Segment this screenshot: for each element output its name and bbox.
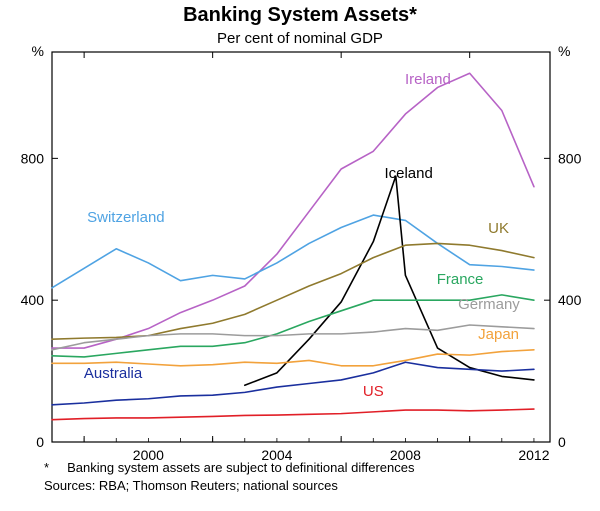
chart-container: Banking System Assets* Per cent of nomin…: [0, 0, 600, 511]
y-tick-left: 0: [36, 434, 44, 450]
series-label-switzerland: Switzerland: [87, 209, 165, 226]
series-label-japan: Japan: [478, 326, 519, 343]
series-label-france: France: [437, 271, 484, 288]
series-label-ireland: Ireland: [405, 71, 451, 88]
x-tick: 2012: [518, 447, 549, 463]
series-label-uk: UK: [488, 220, 509, 237]
y-tick-right: 0: [558, 434, 566, 450]
y-tick-right: 800: [558, 150, 582, 166]
footnote-marker: *: [44, 460, 49, 475]
footnote-line: * Banking system assets are subject to d…: [44, 460, 414, 475]
series-iceland: [245, 176, 534, 385]
series-label-germany: Germany: [458, 296, 520, 313]
y-tick-left: 800: [21, 150, 45, 166]
series-us: [52, 409, 534, 420]
series-uk: [52, 243, 534, 339]
y-unit-right: %: [558, 43, 570, 59]
series-label-us: US: [363, 383, 384, 400]
y-unit-left: %: [32, 43, 44, 59]
sources-line: Sources: RBA; Thomson Reuters; national …: [44, 478, 338, 493]
chart-plot: 00400400800800%%2000200420082012IrelandS…: [0, 0, 600, 511]
y-tick-right: 400: [558, 292, 582, 308]
footnote-text: Banking system assets are subject to def…: [67, 460, 414, 475]
y-tick-left: 400: [21, 292, 45, 308]
plot-frame: [52, 52, 550, 442]
series-label-australia: Australia: [84, 365, 143, 382]
series-label-iceland: Iceland: [384, 165, 432, 182]
